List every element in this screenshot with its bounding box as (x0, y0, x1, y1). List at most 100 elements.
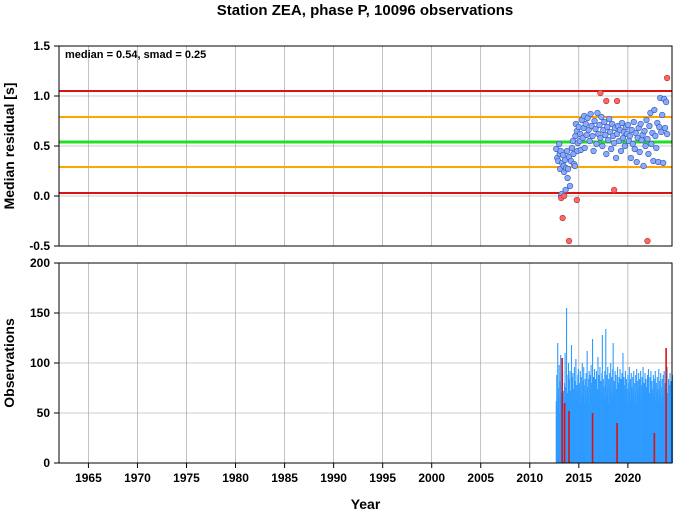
stats-annotation: median = 0.54, smad = 0.25 (65, 49, 206, 61)
outlier-point (573, 196, 580, 204)
residual-point (662, 124, 669, 132)
outlier-point (644, 237, 651, 245)
y-tick-label: 50 (37, 406, 51, 420)
residual-points (553, 74, 671, 245)
x-tick-label: 1970 (124, 471, 151, 485)
residual-point (638, 136, 645, 144)
residual-point (660, 159, 667, 167)
residual-point (627, 154, 634, 162)
residual-point (593, 140, 600, 148)
residual-point (562, 186, 569, 194)
x-tick-label: 1965 (75, 471, 102, 485)
y-tick-label: 100 (30, 356, 50, 370)
residual-point (566, 182, 574, 190)
residual-point (589, 132, 596, 140)
residual-point (587, 110, 594, 118)
y-tick-label: 1.0 (33, 89, 50, 103)
residual-point (636, 148, 643, 156)
y-tick-label: 150 (30, 306, 50, 320)
residual-point (606, 115, 613, 123)
residual-point (626, 132, 633, 140)
residual-point (602, 131, 609, 139)
residual-point (653, 144, 660, 152)
x-tick-label: 2000 (418, 471, 445, 485)
x-tick-label: 1990 (320, 471, 347, 485)
residual-point (594, 109, 601, 117)
residual-y-ticks: -0.5 0.0 0.5 1.0 1.5 (29, 39, 59, 253)
residual-point (663, 130, 671, 138)
residual-point (646, 122, 653, 130)
residual-y-axis-label: Median residual [s] (1, 83, 17, 210)
residual-point (659, 111, 666, 119)
residual-point (556, 140, 563, 148)
residual-point (663, 98, 670, 106)
x-tick-label: 2010 (516, 471, 543, 485)
y-tick-label: 0 (43, 456, 50, 470)
outlier-point (559, 214, 566, 222)
residual-grid (59, 45, 672, 247)
observations-y-ticks: 0 50 100 150 200 (30, 256, 59, 470)
residual-point (648, 140, 655, 148)
residual-point (621, 142, 629, 150)
outlier-point (597, 89, 604, 97)
residual-point (643, 116, 650, 124)
outlier-point (565, 237, 573, 245)
y-tick-label: 1.5 (33, 39, 50, 53)
residual-point (624, 121, 631, 129)
y-tick-label: 0.0 (33, 189, 50, 203)
x-tick-label: 1985 (271, 471, 298, 485)
residual-point (642, 142, 649, 150)
residual-point (598, 113, 605, 121)
residual-point (652, 132, 659, 140)
residual-point (630, 118, 637, 126)
residual-point (658, 128, 665, 136)
residual-point (645, 150, 652, 158)
residual-point (597, 134, 604, 142)
residual-point (604, 123, 611, 131)
outlier-point (561, 192, 568, 200)
residual-point (596, 121, 603, 129)
residual-point (608, 145, 615, 153)
chart-title: Station ZEA, phase P, 10096 observations (217, 2, 514, 19)
residual-point (637, 120, 644, 128)
x-tick-label: 2005 (467, 471, 494, 485)
residual-point (563, 147, 571, 155)
x-tick-label: 2020 (615, 471, 642, 485)
year-x-ticks: 1965 1970 1975 1980 1985 1990 1995 2000 2005 2010… (75, 463, 642, 485)
residual-point (582, 120, 589, 128)
residual-point (581, 144, 588, 152)
residual-point (617, 147, 625, 155)
x-tick-label: 1995 (369, 471, 396, 485)
outlier-point (613, 97, 621, 105)
residual-point (568, 144, 576, 152)
y-tick-label: 200 (30, 256, 50, 270)
residual-point (619, 134, 627, 142)
residual-point (641, 127, 648, 135)
outlier-point (611, 186, 618, 194)
observations-y-axis-label: Observations (1, 318, 17, 408)
residual-point (599, 142, 606, 150)
residual-point (601, 118, 608, 126)
outlier-point (663, 74, 671, 82)
observation-bars (555, 308, 674, 463)
residual-point (603, 150, 610, 158)
residual-point (590, 147, 597, 155)
residual-point (633, 158, 640, 166)
outlier-point (603, 97, 610, 105)
residual-point (618, 119, 626, 127)
residual-point (591, 117, 598, 125)
residual-point (651, 106, 658, 114)
y-tick-label: -0.5 (29, 239, 50, 253)
x-tick-label: 2015 (565, 471, 592, 485)
observations-panel: 0 50 100 150 200 1965 1970 1975 1980 1985 1990 199… (1, 256, 674, 511)
x-tick-label: 1975 (173, 471, 200, 485)
residual-point (612, 154, 620, 162)
y-tick-label: 0.5 (33, 139, 50, 153)
residual-point (640, 162, 647, 170)
residual-point (592, 125, 599, 133)
x-tick-label: 1980 (222, 471, 249, 485)
residual-point (571, 162, 579, 170)
residual-point (564, 174, 571, 182)
residual-point (605, 136, 612, 144)
